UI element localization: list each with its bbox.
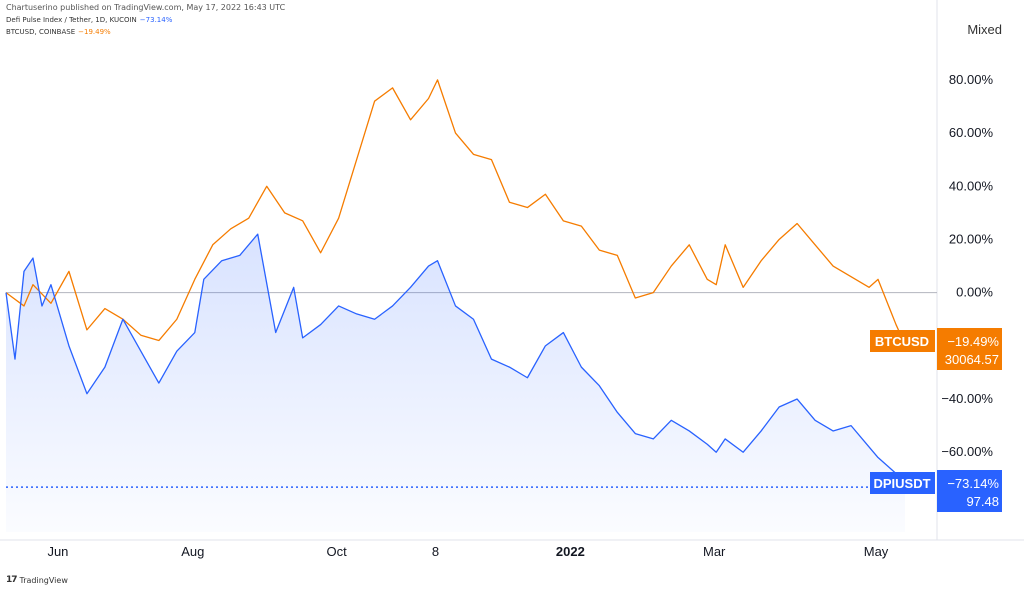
btcusd-badge-price: 30064.57 xyxy=(945,352,999,367)
dpiusdt-badge-name-bg xyxy=(870,472,935,494)
x-tick-label: Mar xyxy=(703,544,726,559)
x-tick-label: Aug xyxy=(181,544,204,559)
btcusd-badge-pct: −19.49% xyxy=(947,334,999,349)
dpiusdt-badge-value-bg xyxy=(937,470,1002,512)
btcusd-badge: BTCUSD −19.49% 30064.57 xyxy=(870,328,1002,370)
dpiusdt-badge: DPIUSDT −73.14% 97.48 xyxy=(870,470,1002,512)
y-tick-label: −60.00% xyxy=(941,444,993,459)
y-tick-label: −40.00% xyxy=(941,391,993,406)
dpi-area-fill xyxy=(6,234,905,532)
x-tick-label: 8 xyxy=(432,544,439,559)
tradingview-logo-icon: 17 xyxy=(6,575,17,585)
dpiusdt-badge-name: DPIUSDT xyxy=(873,476,930,491)
legend-dpi-pct: −73.14% xyxy=(139,16,173,24)
y-tick-label: 60.00% xyxy=(949,125,994,140)
btcusd-badge-value-bg xyxy=(937,328,1002,370)
legend-btc-pct: −19.49% xyxy=(78,28,111,36)
btcusd-badge-name-bg xyxy=(870,330,935,352)
scale-mode-button[interactable]: Mixed xyxy=(967,22,1002,37)
y-tick-label: 20.00% xyxy=(949,231,994,246)
legend-btc: BTCUSD, COINBASE −19.49% xyxy=(6,28,111,36)
dpiusdt-badge-pct: −73.14% xyxy=(947,476,999,491)
x-tick-label: 2022 xyxy=(556,544,585,559)
tradingview-footer: 17 TradingView xyxy=(6,575,68,585)
publisher-caption: Chartuserino published on TradingView.co… xyxy=(6,3,286,12)
tradingview-brand: TradingView xyxy=(19,575,68,585)
x-tick-label: May xyxy=(864,544,889,559)
dpiusdt-series-line xyxy=(5,233,906,488)
btcusd-badge-name: BTCUSD xyxy=(875,334,929,349)
y-tick-label: 0.00% xyxy=(956,285,993,300)
legend-dpi-text: Defi Pulse Index / Tether, 1D, KUCOIN xyxy=(6,16,137,24)
btcusd-series-line xyxy=(5,79,906,345)
dpiusdt-badge-price: 97.48 xyxy=(966,494,999,509)
y-tick-label: 40.00% xyxy=(949,178,994,193)
x-tick-label: Jun xyxy=(47,544,68,559)
legend-btc-text: BTCUSD, COINBASE xyxy=(6,28,76,36)
y-tick-label: 80.00% xyxy=(949,72,994,87)
x-tick-label: Oct xyxy=(327,544,348,559)
legend-dpi: Defi Pulse Index / Tether, 1D, KUCOIN −73… xyxy=(6,16,172,24)
